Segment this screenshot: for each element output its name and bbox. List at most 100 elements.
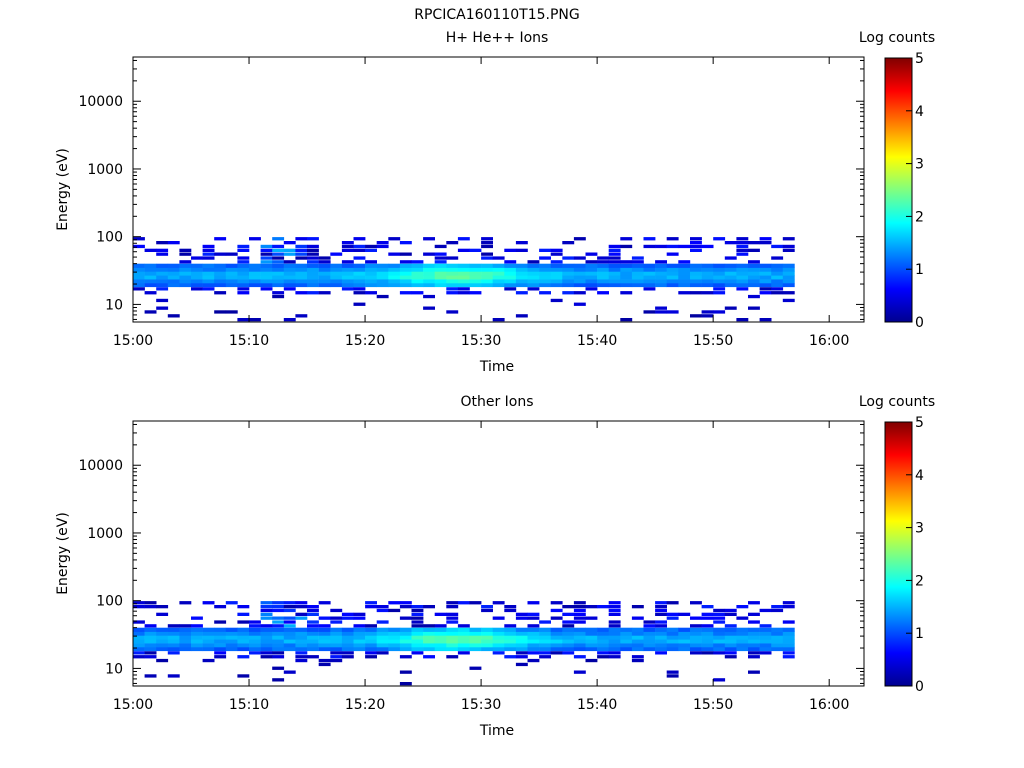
spectrogram-cell [295,237,308,241]
spectrogram-cell [191,256,203,260]
spectrogram-cell [202,639,215,644]
spectrogram-cell [550,298,563,303]
spectrogram-cell [307,624,319,628]
spectrogram-cell [608,627,621,632]
spectrogram-cell [446,655,459,659]
spectrogram-cell [573,670,586,674]
spectrogram-cell [167,631,180,636]
spectrogram-cell [446,616,459,620]
spectrogram-cell [133,275,145,280]
spectrogram-cell [690,627,702,632]
spectrogram-cell [573,263,586,268]
x-tick-label: 16:00 [809,333,849,349]
spectrogram-cell [655,260,667,264]
spectrogram-cell [446,256,459,260]
spectrogram-cell [573,267,586,272]
spectrogram-cell [690,631,702,636]
spectrogram-cell [446,275,459,280]
spectrogram-cell [144,605,157,609]
spectrogram-cell [782,631,795,636]
spectrogram-cell [457,651,470,655]
spectrogram-cell [144,643,157,648]
spectrogram-cell [341,279,354,284]
spectrogram-cell [690,639,702,644]
spectrogram-cell [748,631,760,636]
y-tick-label: 1000 [87,162,123,178]
spectrogram-cell [365,271,377,276]
spectrogram-cell [608,605,621,609]
spectrogram-cell [156,612,169,616]
spectrogram-cell [272,237,285,241]
spectrogram-cell [585,658,598,663]
spectrogram-cell [434,260,447,264]
spectrogram-cell [237,646,250,652]
spectrogram-cell [504,639,517,644]
spectrogram-cell [771,635,784,640]
spectrogram-cell [423,294,435,299]
panel-1: 15:00 15:10 15:20 15:30 15:40 15:50 16:0010100… [55,30,935,375]
spectrogram-cell [771,282,784,288]
spectrogram-cell [713,620,726,624]
spectrogram-cell [388,275,401,280]
spectrogram-cell [237,244,250,249]
spectrogram-cell [771,646,784,652]
spectrogram-cell [457,643,470,648]
spectrogram-cell [748,601,760,605]
spectrogram-cell [724,282,737,288]
spectrogram-cell [376,651,389,655]
spectrogram-cell [655,646,667,652]
spectrogram-cell [202,643,215,648]
spectrogram-cell [655,627,667,632]
spectrogram-cell [341,627,354,632]
spectrogram-cell [782,282,795,288]
spectrogram-cell [179,646,192,652]
spectrogram-cell [237,674,250,678]
spectrogram-cell [237,248,250,252]
panel-title: Other Ions [460,394,533,410]
spectrogram-cell [307,620,319,624]
spectrogram-cell [608,256,621,260]
spectrogram-cell [585,287,598,291]
spectrogram-cell [365,651,377,655]
spectrogram-cell [690,263,702,268]
spectrogram-cell [144,263,157,268]
spectrogram-cell [527,624,540,628]
spectrogram-cell [411,291,424,295]
spectrogram-cell [156,267,169,272]
spectrogram-cell [411,608,424,613]
spectrogram-cell [527,267,540,272]
spectrogram-cell [295,612,308,616]
spectrogram-cell [562,291,575,295]
spectrogram-cell [133,282,145,288]
spectrogram-cell [423,655,435,659]
spectrogram-cell [457,627,470,632]
spectrogram-cell [539,651,551,655]
spectrogram-cell [550,646,563,652]
spectrogram-cell [620,643,633,648]
spectrogram-cell [388,643,401,648]
spectrogram-cell [446,646,459,652]
spectrogram-cell [527,658,540,663]
spectrogram-cell [608,620,621,624]
spectrogram-cell [434,646,447,652]
spectrogram-cell [527,260,540,264]
spectrogram-cell [330,252,343,256]
spectrogram-cell [782,291,795,295]
spectrogram-cell [283,252,296,256]
spectrogram-cell [225,310,238,314]
spectrogram-cell [446,612,459,616]
spectrogram-cell [713,643,726,648]
spectrogram-cell [214,252,227,256]
spectrogram-cell [539,627,551,632]
spectrogram-cell [307,639,319,644]
spectrogram-cell [399,601,412,605]
spectrogram-cell [133,237,145,241]
spectrogram-cell [179,263,192,268]
spectrogram-cell [643,267,656,272]
spectrogram-cell [202,248,215,252]
spectrogram-cell [550,248,563,252]
spectrogram-cell [469,263,482,268]
spectrogram-cell [133,631,145,636]
spectrogram-cell [272,263,285,268]
spectrogram-cell [492,318,505,322]
